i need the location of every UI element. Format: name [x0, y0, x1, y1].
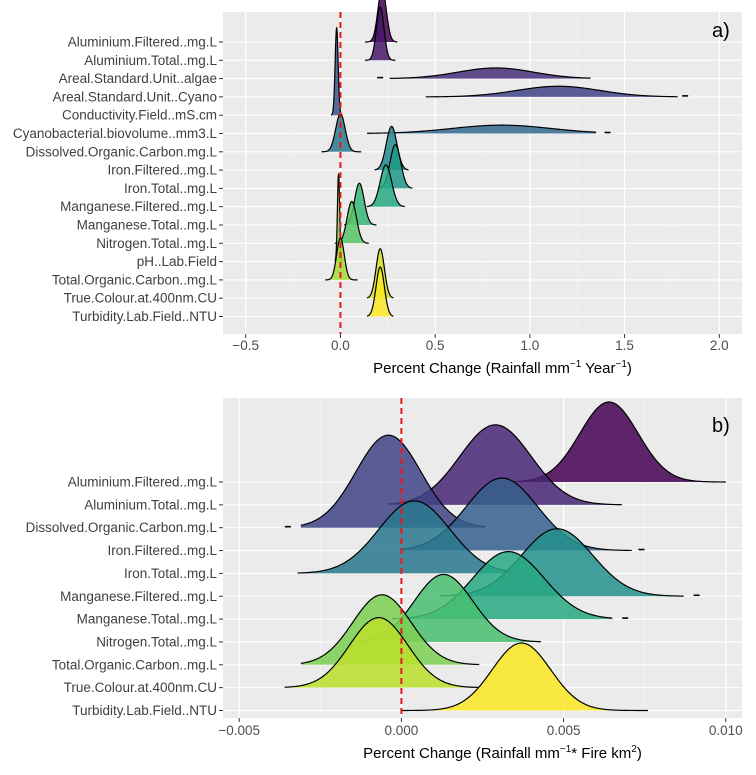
ridge-outline — [300, 594, 480, 666]
panel-b-x-tick-label: −0.005 — [218, 723, 260, 738]
ridge-fill — [334, 201, 369, 244]
panel-a-y-tick-label: Areal.Standard.Unit..Cyano — [53, 89, 217, 104]
ridge-fill — [365, 7, 396, 61]
ridge-fill — [401, 478, 632, 551]
panel-a-x-axis-title: Percent Change (Rainfall mm−1 Year−1) — [373, 359, 632, 377]
panel-b-x-tick-label: 0.000 — [385, 723, 419, 738]
panel-b-y-tick-label: Iron.Total..mg.L — [124, 566, 218, 581]
ridge-outline — [425, 85, 678, 98]
ridge-fill — [389, 67, 591, 79]
panel-b-y-tick-label: Dissolved.Organic.Carbon.mg.L — [26, 520, 218, 535]
panel-b-y-tick-labels: Aluminium.Filtered..mg.L Aluminium.Total.… — [26, 475, 223, 718]
panel-a-y-tick-label: Iron.Total..mg.L — [124, 181, 218, 196]
ridge-fill — [401, 643, 648, 711]
panel-b-ridges — [284, 401, 726, 712]
panel-b-x-tick-labels: −0.005 0.000 0.005 0.010 — [218, 718, 743, 738]
ridge-outline — [325, 237, 358, 281]
ridge-fill — [366, 164, 405, 207]
ridge-outline — [365, 0, 398, 43]
panel-a-y-tick-label: pH..Lab.Field — [137, 254, 217, 269]
panel-b-ridgeline: Aluminium.Filtered..mg.L Aluminium.Total.… — [26, 398, 743, 762]
panel-a-y-tick-label: Cyanobacterial.biovolume..mm3.L — [13, 126, 218, 141]
panel-b-y-tick-label: Turbidity.Lab.Field..NTU — [72, 703, 217, 718]
panel-b-y-tick-label: Nitrogen.Total..mg.L — [96, 634, 217, 649]
panel-b-x-tick-label: 0.010 — [709, 723, 743, 738]
ridge-fill — [300, 435, 486, 528]
ridge-fill — [297, 500, 519, 574]
panel-a-x-tick-label: 1.0 — [520, 338, 539, 353]
panel-b-y-tick-label: Aluminium.Total..mg.L — [84, 497, 217, 512]
ridge-outline — [365, 6, 396, 61]
panel-a-y-tick-label: Conductivity.Field..mS.cm — [62, 108, 217, 123]
panel-b-y-tick-label: True.Colour.at.400nm.CU — [64, 680, 217, 695]
ridge-fill — [284, 617, 480, 688]
panel-a-y-tick-label: Manganese.Total..mg.L — [77, 218, 218, 233]
ridge-outline — [366, 124, 597, 134]
panel-b-y-tick-label: Total.Organic.Carbon..mg.L — [52, 657, 218, 672]
panel-b-y-tick-label: Iron.Filtered..mg.L — [107, 543, 217, 558]
panel-a-y-tick-label: Areal.Standard.Unit..algae — [59, 71, 217, 86]
panel-a-y-tick-label: Turbidity.Lab.Field..NTU — [72, 309, 217, 324]
panel-a-y-tick-label: Aluminium.Total..mg.L — [84, 53, 217, 68]
ridge-fill — [508, 402, 726, 482]
panel-a-y-tick-label: Iron.Filtered..mg.L — [107, 163, 217, 178]
panel-a-x-tick-label: 2.0 — [710, 338, 729, 353]
panel-a-y-tick-label: True.Colour.at.400nm.CU — [64, 291, 217, 306]
panel-a-y-tick-label: Dissolved.Organic.Carbon.mg.L — [26, 144, 218, 159]
panel-a-ridges — [321, 0, 689, 317]
ridge-outline — [401, 642, 648, 712]
ridge-outline — [366, 164, 405, 208]
panel-a-x-tick-label: 0.5 — [426, 338, 445, 353]
panel-a-x-tick-labels: −0.5 0.0 0.5 1.0 1.5 2.0 — [232, 334, 729, 353]
panel-a-x-tick-label: 1.5 — [615, 338, 634, 353]
panel-a-ridgeline: Aluminium.Filtered..mg.L Aluminium.Total.… — [13, 0, 742, 377]
panel-a-y-tick-label: Aluminium.Filtered..mg.L — [68, 35, 218, 50]
panel-a-y-tick-label: Manganese.Filtered..mg.L — [60, 199, 217, 214]
ridge-outline — [366, 248, 394, 299]
ridge-outline — [374, 125, 409, 171]
panel-a-x-tick-label: −0.5 — [232, 338, 259, 353]
panel-b-y-tick-label: Manganese.Filtered..mg.L — [60, 589, 217, 604]
ridge-fill — [330, 27, 343, 116]
panel-b-label: b) — [712, 415, 730, 437]
panel-b-y-tick-label: Manganese.Total..mg.L — [77, 612, 218, 627]
panel-a-y-tick-label: Total.Organic.Carbon..mg.L — [52, 272, 218, 287]
ridge-fill — [391, 551, 613, 620]
panel-a-y-tick-label: Nitrogen.Total..mg.L — [96, 236, 217, 251]
ridge-outline — [389, 67, 591, 79]
ridge-outline — [330, 26, 343, 116]
ridge-outline — [297, 500, 519, 574]
ridge-outline — [284, 617, 480, 689]
ridge-fill — [388, 424, 622, 505]
panel-a-y-tick-labels: Aluminium.Filtered..mg.L Aluminium.Total.… — [13, 35, 223, 324]
panel-a-x-tick-label: 0.0 — [331, 338, 350, 353]
panel-b-y-tick-label: Aluminium.Filtered..mg.L — [68, 475, 218, 490]
ridge-fill — [425, 86, 678, 97]
panel-a-label: a) — [712, 20, 730, 42]
ridge-outline — [366, 266, 394, 317]
ridge-outline — [300, 434, 486, 528]
panel-b-x-axis-title: Percent Change (Rainfall mm−1* Fire km2) — [363, 744, 642, 762]
ridge-fill — [325, 238, 358, 280]
panel-b-x-tick-label: 0.005 — [547, 723, 581, 738]
